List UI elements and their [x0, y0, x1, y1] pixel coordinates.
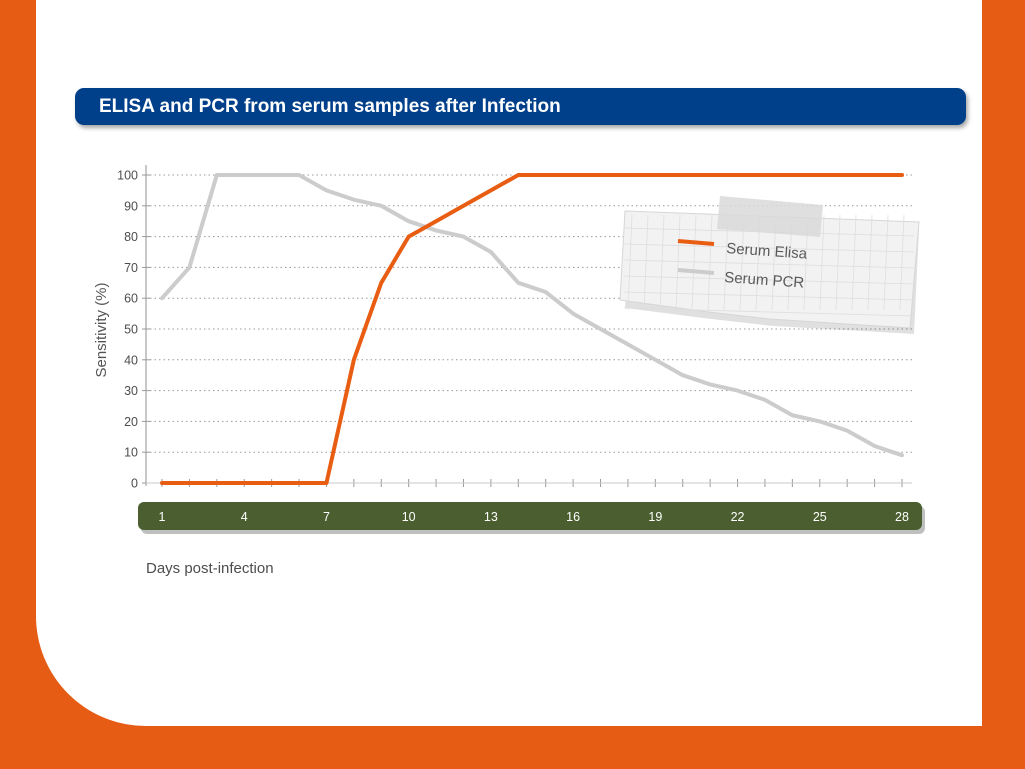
legend-grid-line — [675, 214, 681, 311]
legend-grid-line — [835, 214, 841, 311]
y-tick-label: 50 — [124, 323, 138, 337]
y-axis-label: Sensitivity (%) — [93, 282, 110, 377]
legend-entry: Serum Elisa — [726, 240, 809, 263]
x-tick-label: 16 — [566, 510, 580, 524]
legend-grid-line — [659, 214, 665, 311]
x-tick-label: 4 — [241, 510, 248, 524]
page-title: ELISA and PCR from serum samples after I… — [75, 88, 966, 125]
series-lines — [160, 173, 904, 485]
legend-grid-line — [899, 214, 905, 311]
y-tick-label: 30 — [124, 384, 138, 398]
series-line-serum-elisa — [160, 173, 904, 485]
legend-grid-line — [623, 275, 915, 285]
y-tick-label: 40 — [124, 353, 138, 367]
legend-swatch — [677, 239, 715, 246]
y-tick-label: 60 — [124, 292, 138, 306]
legend-grid-line — [627, 214, 633, 311]
x-axis-band — [138, 502, 922, 530]
y-tick-label: 70 — [124, 261, 138, 275]
legend-swatch — [677, 268, 715, 275]
legend: Serum Elisa Serum PCR — [619, 196, 920, 334]
legend-grid-line — [819, 214, 825, 311]
y-tick-label: 80 — [124, 230, 138, 244]
y-axis: 0 10 20 30 40 50 60 70 80 90 100 — [117, 165, 150, 491]
x-tick-label: 28 — [895, 510, 909, 524]
y-tick-label: 100 — [117, 169, 138, 183]
x-tick-label: 13 — [484, 510, 498, 524]
x-tick-label: 7 — [323, 510, 330, 524]
legend-grid-line — [851, 214, 857, 311]
y-tick-label: 90 — [124, 199, 138, 213]
series-line-serum-pcr — [160, 173, 904, 458]
x-tick-label: 22 — [731, 510, 745, 524]
legend-grid-line — [867, 214, 873, 311]
legend-grid-line — [883, 214, 889, 311]
y-tick-label: 0 — [131, 477, 138, 491]
x-tick-label: 1 — [159, 510, 166, 524]
x-tick-label: 19 — [648, 510, 662, 524]
legend-grid-line — [623, 291, 915, 301]
x-axis-label: Days post-infection — [146, 560, 274, 577]
y-tick-label: 20 — [124, 415, 138, 429]
x-tick-label: 10 — [402, 510, 416, 524]
legend-entry: Serum PCR — [724, 269, 805, 292]
y-tick-label: 10 — [124, 446, 138, 460]
x-axis: 1 4 7 10 13 16 19 22 25 28 — [138, 479, 925, 534]
legend-tape — [717, 196, 823, 237]
legend-grid-line — [623, 259, 915, 269]
legend-grid-line — [623, 307, 915, 317]
legend-grid-line — [643, 214, 649, 311]
x-tick-label: 25 — [813, 510, 827, 524]
legend-grid-line — [623, 243, 915, 253]
